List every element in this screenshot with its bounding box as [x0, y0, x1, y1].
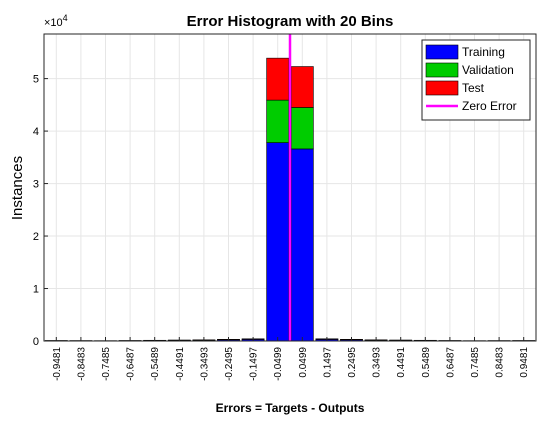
x-tick-label: 0.7485	[470, 347, 481, 378]
legend-swatch-validation	[425, 62, 459, 78]
x-tick-label: 0.2495	[347, 347, 358, 378]
legend-label: Test	[462, 81, 485, 95]
y-tick-label: 4	[33, 126, 39, 138]
x-tick-label: 0.8483	[495, 347, 506, 378]
y-multiplier-base: ×10	[44, 17, 63, 29]
x-tick-label: -0.6487	[126, 347, 137, 381]
x-tick-label: 0.6487	[445, 347, 456, 378]
y-multiplier-exponent: 4	[63, 13, 68, 23]
y-axis-label: Instances	[9, 156, 26, 220]
legend-label: Training	[462, 45, 505, 59]
chart-title: Error Histogram with 20 Bins	[187, 13, 394, 30]
x-tick-label: -0.3493	[199, 347, 210, 381]
x-axis-label: Errors = Targets - Outputs	[216, 401, 365, 415]
y-tick-label: 1	[33, 284, 39, 296]
x-ticks: -0.9481 -0.8483 -0.7485 -0.6487 -0.5489 -0.44…	[52, 337, 530, 381]
x-tick-label: -0.2495	[224, 347, 235, 381]
x-tick-label: -0.7485	[101, 347, 112, 381]
x-tick-label: 0.5489	[421, 347, 432, 378]
plot-frame	[43, 33, 537, 342]
y-tick-label: 3	[33, 179, 39, 191]
legend-label: Zero Error	[462, 99, 517, 113]
bar-test-9	[266, 57, 290, 101]
x-tick-label: -0.0499	[273, 347, 284, 381]
x-tick-label: 0.4491	[396, 347, 407, 378]
legend: Training Validation Test Zero Error	[421, 39, 531, 121]
bar-validation-10	[290, 107, 314, 150]
legend-label: Validation	[462, 63, 514, 77]
y-tick-label: 0	[33, 336, 39, 348]
x-tick-label: 0.0499	[298, 347, 309, 378]
x-tick-label: -0.5489	[150, 347, 161, 381]
y-multiplier: ×104	[44, 13, 68, 29]
x-tick-label: -0.8483	[76, 347, 87, 381]
x-tick-label: 0.9481	[519, 347, 530, 378]
x-tick-label: -0.1497	[249, 347, 260, 381]
x-tick-label: -0.4491	[175, 347, 186, 381]
x-tick-label: -0.9481	[52, 347, 63, 381]
x-tick-label: 0.1497	[322, 347, 333, 378]
bar-validation-9	[266, 99, 290, 143]
y-tick-label: 5	[33, 74, 39, 86]
bar-training-9	[266, 142, 290, 342]
y-ticks: 0 1 2 3 4 5	[33, 74, 48, 348]
legend-swatch-test	[425, 80, 459, 96]
bar-test-10	[290, 66, 314, 108]
legend-swatch-training	[425, 44, 459, 60]
x-tick-label: 0.3493	[372, 347, 383, 378]
bar-training-10	[290, 148, 314, 342]
y-tick-label: 2	[33, 231, 39, 243]
